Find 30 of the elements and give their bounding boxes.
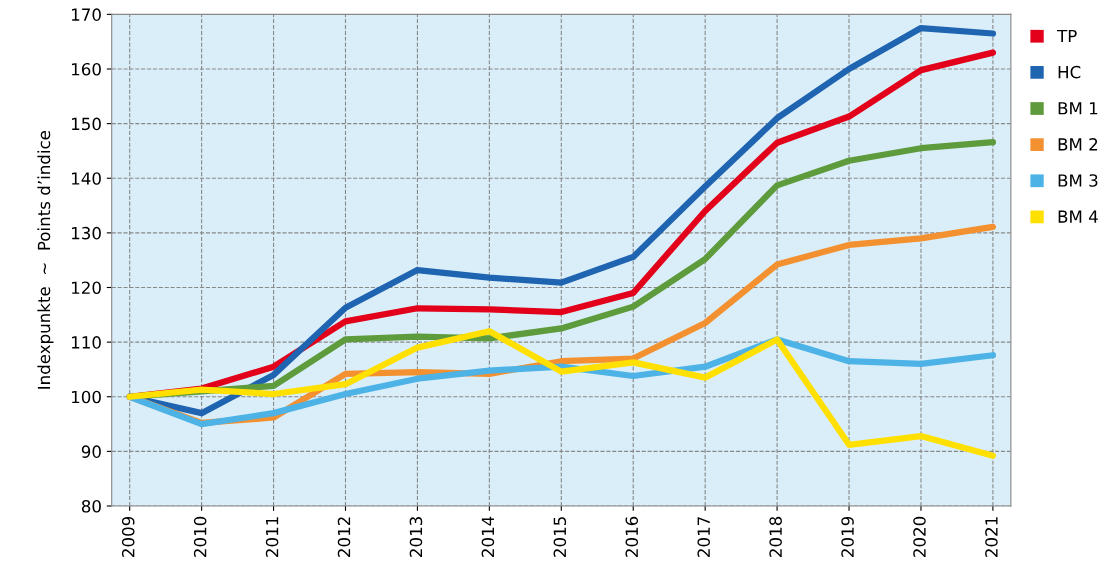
y-tick-label: 100 (72, 390, 101, 404)
x-tick-label: 2009 (121, 516, 135, 557)
x-tick-label: 2015 (553, 517, 567, 557)
x-tick-label: 2016 (625, 516, 639, 557)
y-tick-label: 140 (72, 172, 101, 185)
x-tick-label: 2020 (913, 516, 926, 557)
x-tick-label: 2014 (481, 516, 495, 557)
x-tick-label: 2010 (193, 516, 207, 557)
y-tick-label: 90 (81, 445, 101, 458)
y-tick-label: 110 (72, 336, 101, 349)
x-tick-label: 2011 (265, 517, 279, 557)
y-tick-label: 130 (72, 226, 101, 240)
x-tick-label: 2021 (985, 517, 998, 557)
y-tick-label: 160 (72, 62, 101, 76)
x-tick-label: 2019 (841, 516, 854, 557)
x-tick-label: 2012 (337, 517, 351, 557)
y-tick-label: 170 (72, 8, 101, 21)
legend-label: TP (1057, 29, 1077, 43)
x-tick-label: 2017 (697, 517, 710, 557)
legend-label: HC (1058, 65, 1081, 79)
legend-label: BM 4 (1058, 210, 1098, 223)
y-tick-label: 150 (72, 117, 101, 131)
y-tick-label: 120 (72, 281, 101, 295)
y-tick-label: 80 (81, 499, 101, 513)
legend-label: BM 3 (1058, 174, 1098, 187)
y-axis-title: Indexpunkte ~ Points d’indice (37, 130, 54, 389)
legend-label: BM 2 (1058, 138, 1098, 151)
x-tick-label: 2018 (769, 516, 782, 557)
legend-label: BM 1 (1058, 102, 1098, 115)
x-tick-label: 2013 (409, 517, 423, 557)
